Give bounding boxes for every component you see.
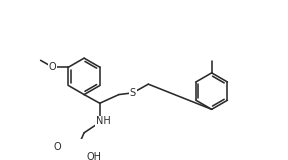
Text: S: S bbox=[130, 88, 136, 98]
Text: NH: NH bbox=[96, 116, 111, 126]
Text: O: O bbox=[49, 62, 56, 72]
Text: O: O bbox=[53, 142, 61, 152]
Text: OH: OH bbox=[86, 152, 101, 160]
